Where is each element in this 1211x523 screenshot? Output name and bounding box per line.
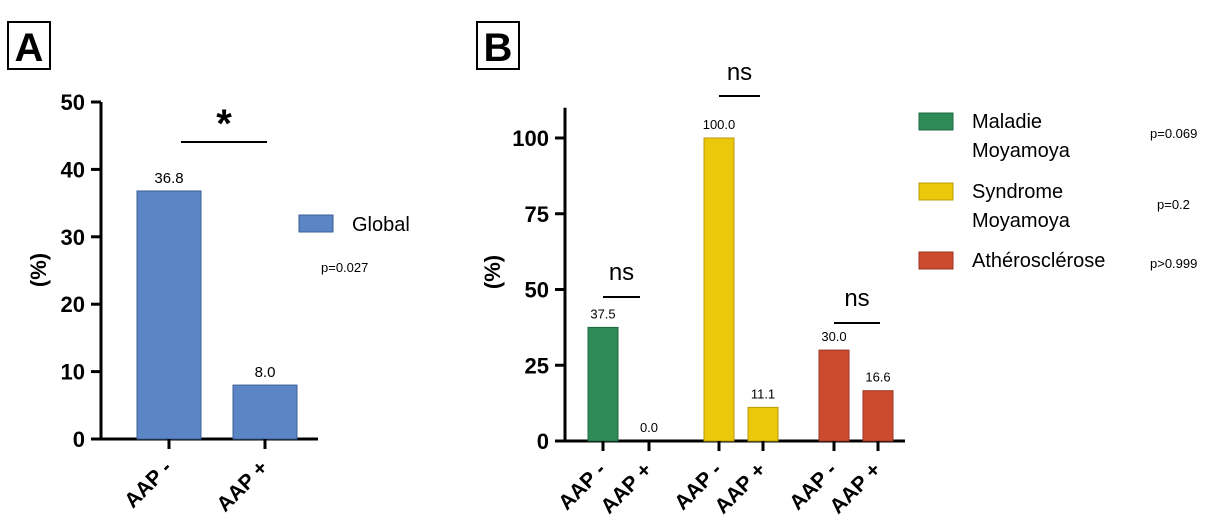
data-label: 36.8: [154, 170, 183, 187]
legend-label: Athérosclérose: [972, 250, 1105, 272]
legend-swatch-global: [298, 214, 334, 233]
bar: [818, 349, 850, 442]
data-label: 0.0: [640, 420, 658, 435]
p-value: p=0.027: [321, 260, 368, 275]
bar: [136, 190, 202, 440]
bar: [587, 326, 619, 442]
x-tick-label: AAP +: [596, 458, 656, 518]
significance-marker: ns: [609, 259, 634, 286]
bar: [703, 137, 735, 442]
panel-a-letter: A: [15, 26, 44, 70]
data-label: 100.0: [703, 117, 736, 132]
y-tick-label: 30: [61, 225, 85, 250]
x-tick-label: AAP +: [825, 458, 885, 518]
x-tick-label: AAP +: [212, 456, 272, 516]
data-label: 30.0: [821, 329, 846, 344]
x-tick-label: AAP -: [120, 456, 176, 512]
y-axis-label: (%): [26, 253, 51, 287]
legend-swatch: [918, 182, 954, 201]
significance-marker: ns: [727, 59, 752, 86]
data-label: 8.0: [255, 364, 276, 381]
x-tick-label: AAP +: [710, 458, 770, 518]
y-tick-label: 100: [512, 126, 549, 151]
legend-swatch: [918, 112, 954, 131]
y-tick-label: 10: [61, 360, 85, 385]
y-tick-label: 25: [525, 353, 549, 378]
panel-b-letter: B: [484, 26, 513, 70]
y-tick-label: 50: [61, 90, 85, 115]
legend-label: Maladie: [972, 111, 1042, 133]
y-tick-label: 20: [61, 292, 85, 317]
legend-swatch: [918, 251, 954, 270]
legend-label: Moyamoya: [972, 210, 1071, 232]
bar: [232, 384, 298, 440]
data-label: 16.6: [865, 370, 890, 385]
y-tick-label: 40: [61, 157, 85, 182]
p-value: p=0.2: [1157, 197, 1190, 212]
bar: [862, 390, 894, 442]
legend-label: Moyamoya: [972, 140, 1071, 162]
y-tick-label: 50: [525, 278, 549, 303]
panel-b-label: B: [476, 21, 520, 70]
chart-panel-b: 0 25 50 75 100 (%) 37.5 0.0 100.0 11.1 30.0 16.6 AAP…: [480, 59, 1197, 518]
y-tick-label: 0: [73, 427, 85, 452]
significance-marker: *: [216, 102, 232, 146]
data-label: 11.1: [751, 386, 775, 401]
y-axis-label: (%): [480, 255, 505, 289]
p-value: p>0.999: [1150, 256, 1197, 271]
y-tick-label: 0: [537, 429, 549, 454]
legend-label-global: Global: [352, 214, 410, 236]
chart-panel-a: 0 10 20 30 40 50 (%) 36.8 8.0 AAP - AAP + * Global p=…: [26, 90, 410, 516]
legend-label: Syndrome: [972, 181, 1063, 203]
data-label: 37.5: [590, 306, 615, 321]
panel-a-label: A: [7, 21, 51, 70]
bar: [747, 406, 779, 442]
y-tick-label: 75: [525, 202, 549, 227]
significance-marker: ns: [844, 285, 869, 312]
p-value: p=0.069: [1150, 126, 1197, 141]
